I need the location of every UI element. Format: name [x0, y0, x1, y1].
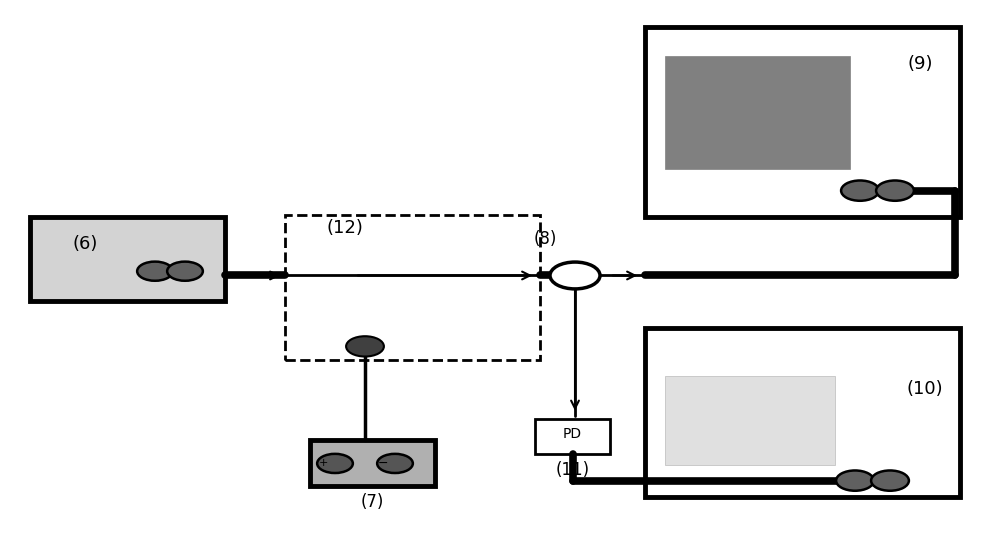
- Bar: [30, 217, 225, 301]
- Bar: [310, 440, 435, 486]
- Text: (11): (11): [555, 461, 590, 479]
- Text: (8): (8): [533, 230, 557, 248]
- Bar: [285, 215, 540, 360]
- Text: +: +: [318, 459, 328, 468]
- Circle shape: [550, 262, 600, 289]
- Text: −: −: [378, 457, 388, 470]
- Circle shape: [876, 180, 914, 201]
- Text: (9): (9): [907, 55, 933, 74]
- Bar: [645, 328, 960, 497]
- Circle shape: [137, 262, 173, 281]
- Text: (6): (6): [72, 235, 98, 253]
- Circle shape: [346, 336, 384, 357]
- Text: PD: PD: [563, 427, 582, 441]
- Circle shape: [841, 180, 879, 201]
- Circle shape: [377, 454, 413, 473]
- Text: (12): (12): [327, 219, 363, 237]
- Bar: [645, 27, 960, 217]
- Circle shape: [317, 454, 353, 473]
- Circle shape: [871, 470, 909, 491]
- Bar: [665, 376, 835, 465]
- Circle shape: [836, 470, 874, 491]
- Text: (10): (10): [907, 380, 943, 398]
- Text: (7): (7): [360, 493, 384, 511]
- Circle shape: [167, 262, 203, 281]
- Bar: [535, 419, 610, 454]
- Bar: [665, 56, 850, 169]
